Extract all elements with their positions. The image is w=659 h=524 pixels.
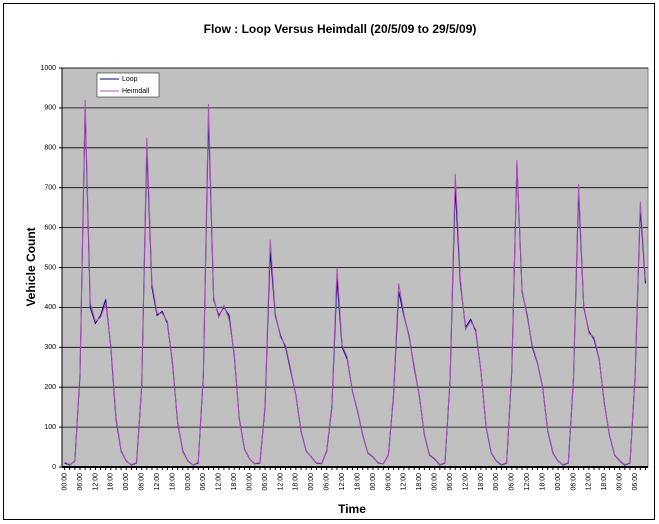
x-tick-label: 18:00 — [601, 473, 608, 491]
x-tick-label: 18:00 — [539, 473, 546, 491]
x-tick-label: 00:00 — [370, 473, 377, 491]
x-tick-label: 00:00 — [246, 473, 253, 491]
y-tick-label: 100 — [44, 424, 56, 431]
y-tick-label: 900 — [44, 105, 56, 112]
chart-title: Flow : Loop Versus Heimdall (20/5/09 to … — [204, 22, 477, 36]
x-tick-label: 18:00 — [108, 473, 115, 491]
x-tick-label: 06:00 — [570, 473, 577, 491]
x-tick-label: 18:00 — [231, 473, 238, 491]
x-tick-label: 00:00 — [123, 473, 130, 491]
x-tick-label: 06:00 — [262, 473, 269, 491]
x-tick-label: 06:00 — [509, 473, 516, 491]
x-tick-label: 00:00 — [617, 473, 624, 491]
y-tick-label: 300 — [44, 344, 56, 351]
x-tick-label: 00:00 — [432, 473, 439, 491]
x-tick-label: 18:00 — [416, 473, 423, 491]
x-tick-label: 18:00 — [354, 473, 361, 491]
x-tick-label: 06:00 — [632, 473, 639, 491]
x-axis-title: Time — [338, 502, 366, 516]
x-tick-label: 18:00 — [293, 473, 300, 491]
x-tick-label: 12:00 — [524, 473, 531, 491]
y-tick-label: 1000 — [40, 65, 56, 72]
x-tick-label: 18:00 — [169, 473, 176, 491]
x-tick-label: 00:00 — [555, 473, 562, 491]
legend-label: Loop — [122, 76, 138, 83]
x-tick-label: 06:00 — [200, 473, 207, 491]
x-tick-label: 06:00 — [139, 473, 146, 491]
y-tick-label: 600 — [44, 224, 56, 231]
x-tick-label: 12:00 — [462, 473, 469, 491]
y-tick-label: 200 — [44, 384, 56, 391]
x-tick-label: 06:00 — [447, 473, 454, 491]
y-tick-label: 500 — [44, 264, 56, 271]
x-tick-label: 12:00 — [339, 473, 346, 491]
x-tick-label: 06:00 — [77, 473, 84, 491]
x-tick-label: 12:00 — [216, 473, 223, 491]
x-tick-label: 12:00 — [401, 473, 408, 491]
x-tick-label: 00:00 — [61, 473, 68, 491]
y-axis-title: Vehicle Count — [24, 227, 38, 306]
y-tick-label: 400 — [44, 304, 56, 311]
legend-box — [96, 72, 160, 98]
x-tick-label: 06:00 — [385, 473, 392, 491]
x-tick-label: 12:00 — [277, 473, 284, 491]
x-tick-label: 00:00 — [308, 473, 315, 491]
x-tick-label: 18:00 — [478, 473, 485, 491]
y-tick-label: 800 — [44, 145, 56, 152]
x-tick-label: 00:00 — [493, 473, 500, 491]
x-tick-label: 12:00 — [154, 473, 161, 491]
x-tick-label: 00:00 — [185, 473, 192, 491]
x-tick-label: 12:00 — [92, 473, 99, 491]
x-tick-label: 06:00 — [324, 473, 331, 491]
y-tick-label: 0 — [52, 464, 56, 471]
x-tick-label: 12:00 — [586, 473, 593, 491]
series-line — [64, 99, 646, 466]
y-tick-label: 700 — [44, 185, 56, 192]
legend-label: Heimdall — [122, 88, 150, 95]
